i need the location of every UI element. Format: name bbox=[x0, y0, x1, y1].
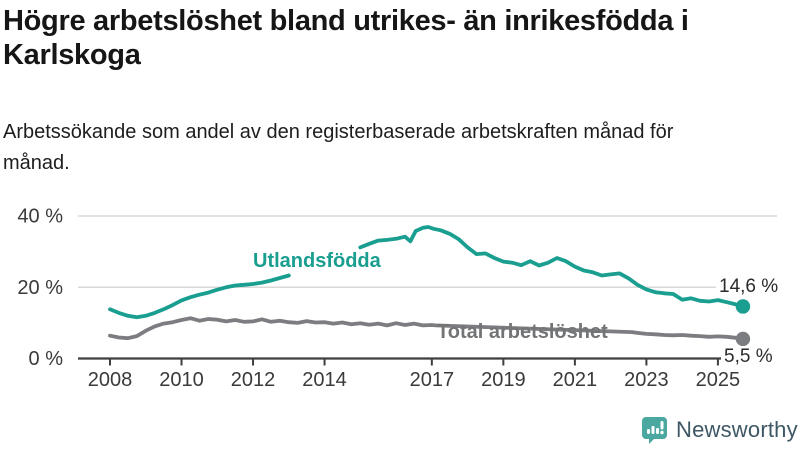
series-label-total-arbetsloshet: Total arbetslöshet bbox=[437, 321, 608, 343]
chart-title: Högre arbetslöshet bland utrikes- än inr… bbox=[3, 5, 689, 71]
newsworthy-logo: Newsworthy bbox=[641, 416, 798, 444]
series-end-dot-1 bbox=[735, 331, 751, 347]
newsworthy-speech-bubble-icon bbox=[642, 417, 667, 444]
end-value-label-utlandsfodda: 14,6 % bbox=[716, 276, 782, 298]
series-line-0 bbox=[108, 273, 291, 320]
chart-subtitle: Arbetssökande som andel av den registerb… bbox=[3, 121, 674, 174]
x-tick-label: 2021 bbox=[553, 369, 598, 391]
y-tick-label: 40 % bbox=[17, 206, 63, 228]
y-tick-label: 20 % bbox=[17, 277, 63, 299]
x-tick-label: 2025 bbox=[696, 369, 741, 391]
newsworthy-brand-text: Newsworthy bbox=[676, 417, 798, 442]
end-value-label-total: 5,5 % bbox=[721, 346, 776, 368]
series-end-dot-0 bbox=[735, 299, 751, 314]
y-tick-label: 0 % bbox=[29, 348, 64, 370]
x-tick-label: 2019 bbox=[481, 369, 526, 391]
x-tick-label: 2008 bbox=[88, 369, 133, 391]
series-label-utlandsfodda: Utlandsfödda bbox=[253, 250, 381, 272]
x-tick-label: 2012 bbox=[231, 369, 276, 391]
x-tick-label: 2023 bbox=[624, 369, 669, 391]
x-tick-label: 2010 bbox=[159, 369, 204, 391]
series-line-1 bbox=[108, 316, 745, 341]
x-tick-label: 2014 bbox=[302, 369, 347, 391]
series-line-0 bbox=[358, 225, 745, 309]
x-tick-label: 2017 bbox=[410, 369, 455, 391]
